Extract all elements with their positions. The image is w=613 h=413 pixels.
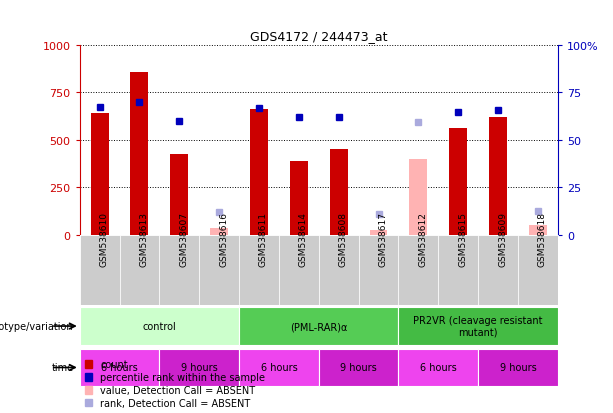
Text: (PML-RAR)α: (PML-RAR)α xyxy=(290,321,348,331)
Bar xyxy=(279,235,319,306)
Bar xyxy=(398,349,478,386)
Text: genotype/variation: genotype/variation xyxy=(0,321,74,331)
Bar xyxy=(159,349,239,386)
Text: GSM538613: GSM538613 xyxy=(139,211,148,266)
Text: GSM538617: GSM538617 xyxy=(378,211,387,266)
Legend: count, percentile rank within the sample, value, Detection Call = ABSENT, rank, : count, percentile rank within the sample… xyxy=(85,360,265,408)
Text: GSM538612: GSM538612 xyxy=(418,211,427,266)
Text: GSM538607: GSM538607 xyxy=(180,211,188,266)
Bar xyxy=(398,235,438,306)
Bar xyxy=(478,235,518,306)
Text: GSM538615: GSM538615 xyxy=(459,211,467,266)
Bar xyxy=(239,308,398,345)
Bar xyxy=(239,349,319,386)
Bar xyxy=(290,161,308,235)
Text: GSM538609: GSM538609 xyxy=(498,211,507,266)
Text: 9 hours: 9 hours xyxy=(181,363,218,373)
Bar xyxy=(319,235,359,306)
Text: GSM538614: GSM538614 xyxy=(299,211,308,266)
Bar xyxy=(170,154,188,235)
Bar xyxy=(239,235,279,306)
Text: GSM538618: GSM538618 xyxy=(538,211,547,266)
Bar xyxy=(199,235,239,306)
Bar xyxy=(438,235,478,306)
Bar xyxy=(529,225,547,235)
Bar xyxy=(370,230,387,235)
Text: 6 hours: 6 hours xyxy=(101,363,138,373)
Bar xyxy=(80,349,159,386)
Text: 6 hours: 6 hours xyxy=(420,363,457,373)
Bar xyxy=(80,308,239,345)
Bar xyxy=(131,73,148,235)
Text: PR2VR (cleavage resistant
mutant): PR2VR (cleavage resistant mutant) xyxy=(413,316,543,337)
Bar xyxy=(359,235,398,306)
Text: 6 hours: 6 hours xyxy=(261,363,297,373)
Bar xyxy=(250,110,268,235)
Text: time: time xyxy=(51,363,74,373)
Bar xyxy=(330,150,348,235)
Bar xyxy=(91,114,109,235)
Bar xyxy=(398,308,558,345)
Text: GSM538611: GSM538611 xyxy=(259,211,268,266)
Bar xyxy=(120,235,159,306)
Text: GSM538608: GSM538608 xyxy=(338,211,348,266)
Text: GSM538616: GSM538616 xyxy=(219,211,228,266)
Text: control: control xyxy=(142,321,177,331)
Text: 9 hours: 9 hours xyxy=(340,363,377,373)
Bar xyxy=(478,349,558,386)
Bar xyxy=(210,229,228,235)
Bar xyxy=(449,129,467,235)
Bar xyxy=(518,235,558,306)
Bar xyxy=(80,235,120,306)
Bar xyxy=(409,159,427,235)
Text: 9 hours: 9 hours xyxy=(500,363,536,373)
Bar xyxy=(319,349,398,386)
Bar xyxy=(489,118,507,235)
Text: GSM538610: GSM538610 xyxy=(99,211,109,266)
Title: GDS4172 / 244473_at: GDS4172 / 244473_at xyxy=(250,30,387,43)
Bar xyxy=(159,235,199,306)
